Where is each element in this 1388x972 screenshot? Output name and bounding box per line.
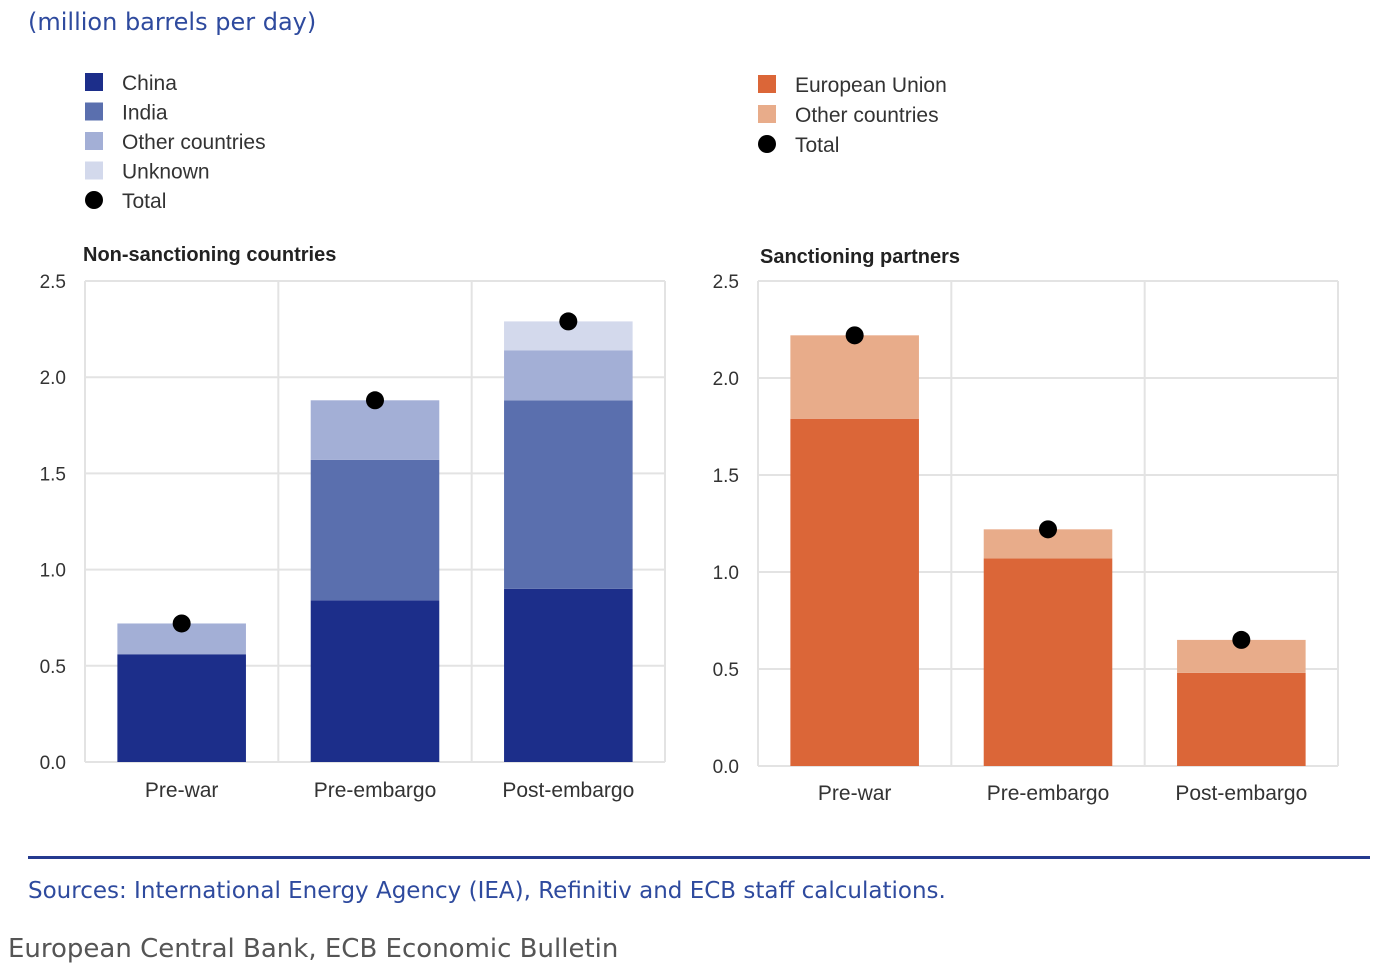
bar-china-post-embargo bbox=[504, 588, 633, 762]
y-tick-label: 1.5 bbox=[40, 464, 66, 485]
legend-swatch-european-union bbox=[758, 75, 776, 93]
x-tick-label: Pre-war bbox=[145, 779, 219, 802]
total-marker-pre-war bbox=[845, 326, 864, 345]
y-tick-label: 2.5 bbox=[713, 272, 739, 293]
y-tick-label: 0.5 bbox=[40, 657, 66, 678]
y-tick-label: 1.0 bbox=[713, 563, 739, 584]
y-tick-label: 2.0 bbox=[40, 368, 66, 389]
legend-swatch-other-countries bbox=[85, 132, 103, 150]
legend-swatch-total bbox=[758, 135, 776, 153]
legend-swatch-unknown bbox=[85, 161, 103, 180]
legend-label-total: Total bbox=[122, 190, 166, 213]
legend-label-unknown: Unknown bbox=[122, 161, 210, 184]
x-tick-label: Pre-embargo bbox=[314, 779, 437, 802]
bar-other-countries-post-embargo bbox=[504, 350, 633, 401]
panel-sanctioning: Sanctioning partners 0.0 0.5 1.0 1.5 2.0 2.5 Pr… bbox=[713, 74, 1339, 805]
bar-other-countries-pre-war bbox=[790, 335, 919, 419]
x-tick-label: Post-embargo bbox=[1175, 782, 1307, 805]
footer-divider bbox=[28, 856, 1370, 859]
bar-china-pre-war bbox=[117, 654, 246, 762]
x-tick-label: Post-embargo bbox=[502, 779, 634, 802]
total-marker-post-embargo bbox=[559, 312, 578, 331]
legend-swatch-other-countries bbox=[758, 105, 776, 123]
credit-line: European Central Bank, ECB Economic Bull… bbox=[8, 934, 619, 964]
panel-title: Non-sanctioning countries bbox=[83, 244, 336, 266]
legend-label-china: China bbox=[122, 72, 177, 95]
legend-label-european-union: European Union bbox=[795, 74, 947, 97]
x-tick-label: Pre-war bbox=[818, 782, 892, 805]
bar-european-union-pre-embargo bbox=[983, 558, 1113, 766]
legend-label-india: India bbox=[122, 102, 168, 125]
y-tick-label: 1.0 bbox=[40, 561, 66, 582]
total-marker-post-embargo bbox=[1232, 630, 1251, 649]
total-marker-pre-embargo bbox=[366, 391, 384, 410]
legend-swatch-china bbox=[85, 73, 103, 91]
bar-european-union-post-embargo bbox=[1177, 672, 1306, 766]
panel-title: Sanctioning partners bbox=[760, 246, 960, 268]
bar-china-pre-embargo bbox=[310, 600, 440, 762]
legend-label-other-countries: Other countries bbox=[795, 104, 939, 127]
y-tick-label: 1.5 bbox=[713, 466, 739, 487]
bar-european-union-pre-war bbox=[790, 418, 919, 766]
bar-india-post-embargo bbox=[504, 400, 633, 589]
unit-label: (million barrels per day) bbox=[28, 8, 317, 36]
total-marker-pre-embargo bbox=[1039, 520, 1057, 539]
total-marker-pre-war bbox=[172, 614, 191, 633]
bar-other-countries-pre-embargo bbox=[310, 400, 440, 460]
legend-swatch-india bbox=[85, 102, 103, 121]
x-tick-label: Pre-embargo bbox=[987, 782, 1110, 805]
legend-label-total: Total bbox=[795, 134, 839, 157]
legend-label-other-countries: Other countries bbox=[122, 131, 266, 154]
y-tick-label: 0.5 bbox=[713, 660, 739, 681]
legend-swatch-total bbox=[85, 191, 103, 209]
y-tick-label: 0.0 bbox=[40, 753, 66, 774]
bar-india-pre-embargo bbox=[310, 459, 440, 601]
y-tick-label: 2.0 bbox=[713, 369, 739, 390]
panel-non-sanctioning: Non-sanctioning countries 0.0 0.5 1.0 1.5 2.0… bbox=[40, 72, 666, 802]
y-tick-label: 2.5 bbox=[40, 272, 66, 293]
y-tick-label: 0.0 bbox=[713, 757, 739, 778]
sources-note: Sources: International Energy Agency (IE… bbox=[28, 878, 946, 904]
